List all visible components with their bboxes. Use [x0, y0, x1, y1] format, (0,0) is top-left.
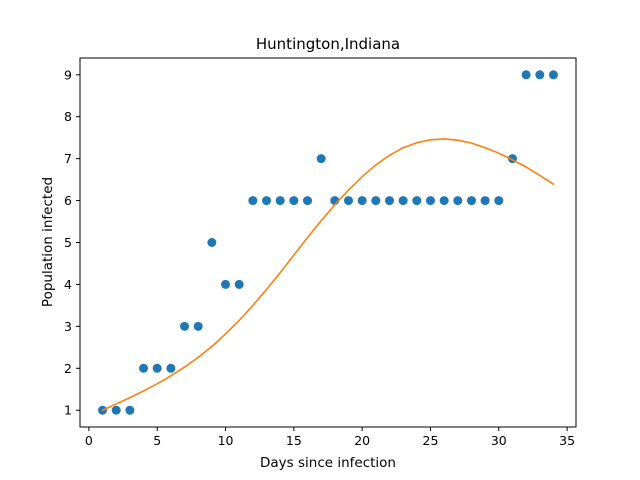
y-axis-label: Population infected [40, 177, 56, 307]
x-tick-label: 20 [354, 433, 370, 448]
x-tick-label: 10 [218, 433, 234, 448]
y-tick-label: 8 [64, 109, 72, 124]
x-tick-label: 5 [153, 433, 161, 448]
data-point [439, 196, 449, 206]
series-layer [98, 70, 558, 415]
data-point [262, 196, 272, 206]
chart-title: Huntington,Indiana [256, 35, 400, 53]
data-point [289, 196, 299, 206]
data-point [221, 279, 231, 289]
data-point [466, 196, 476, 206]
data-point [535, 70, 545, 80]
data-point [521, 70, 531, 80]
data-point [275, 196, 285, 206]
data-point [384, 196, 394, 206]
data-point [303, 196, 312, 206]
plot-area [80, 58, 576, 427]
data-point [548, 70, 558, 80]
data-point [234, 279, 244, 289]
data-point [453, 196, 463, 206]
data-point [480, 196, 490, 206]
x-tick-label: 15 [286, 433, 302, 448]
data-point [494, 196, 504, 206]
x-axis-ticks: 0 5 10 15 20 25 30 35 [85, 427, 575, 448]
y-tick-label: 4 [64, 277, 72, 292]
y-tick-label: 1 [64, 403, 72, 418]
data-point [180, 321, 190, 331]
data-point [111, 405, 121, 415]
x-tick-label: 0 [85, 433, 93, 448]
data-point [125, 405, 135, 415]
data-point [371, 196, 381, 206]
y-tick-label: 7 [64, 151, 72, 166]
data-point [193, 321, 203, 331]
x-axis-label: Days since infection [260, 455, 396, 471]
y-tick-label: 2 [64, 361, 72, 376]
x-tick-label: 35 [559, 433, 575, 448]
data-point [207, 238, 217, 247]
y-axis-ticks: 1 2 3 4 5 6 7 8 9 [64, 67, 80, 418]
y-tick-label: 3 [64, 319, 72, 334]
data-point [316, 154, 326, 164]
data-point [344, 196, 353, 206]
x-tick-label: 25 [423, 433, 439, 448]
data-point [166, 363, 176, 373]
data-point [152, 363, 162, 373]
data-point [248, 196, 258, 206]
y-tick-label: 6 [64, 193, 72, 208]
data-point [412, 196, 422, 206]
x-tick-label: 30 [491, 433, 507, 448]
data-point [139, 363, 149, 373]
y-tick-label: 9 [64, 67, 72, 82]
y-tick-label: 5 [64, 235, 72, 250]
trend-line [101, 138, 555, 412]
data-point [425, 196, 435, 206]
data-point [357, 196, 367, 206]
data-point [398, 196, 408, 206]
